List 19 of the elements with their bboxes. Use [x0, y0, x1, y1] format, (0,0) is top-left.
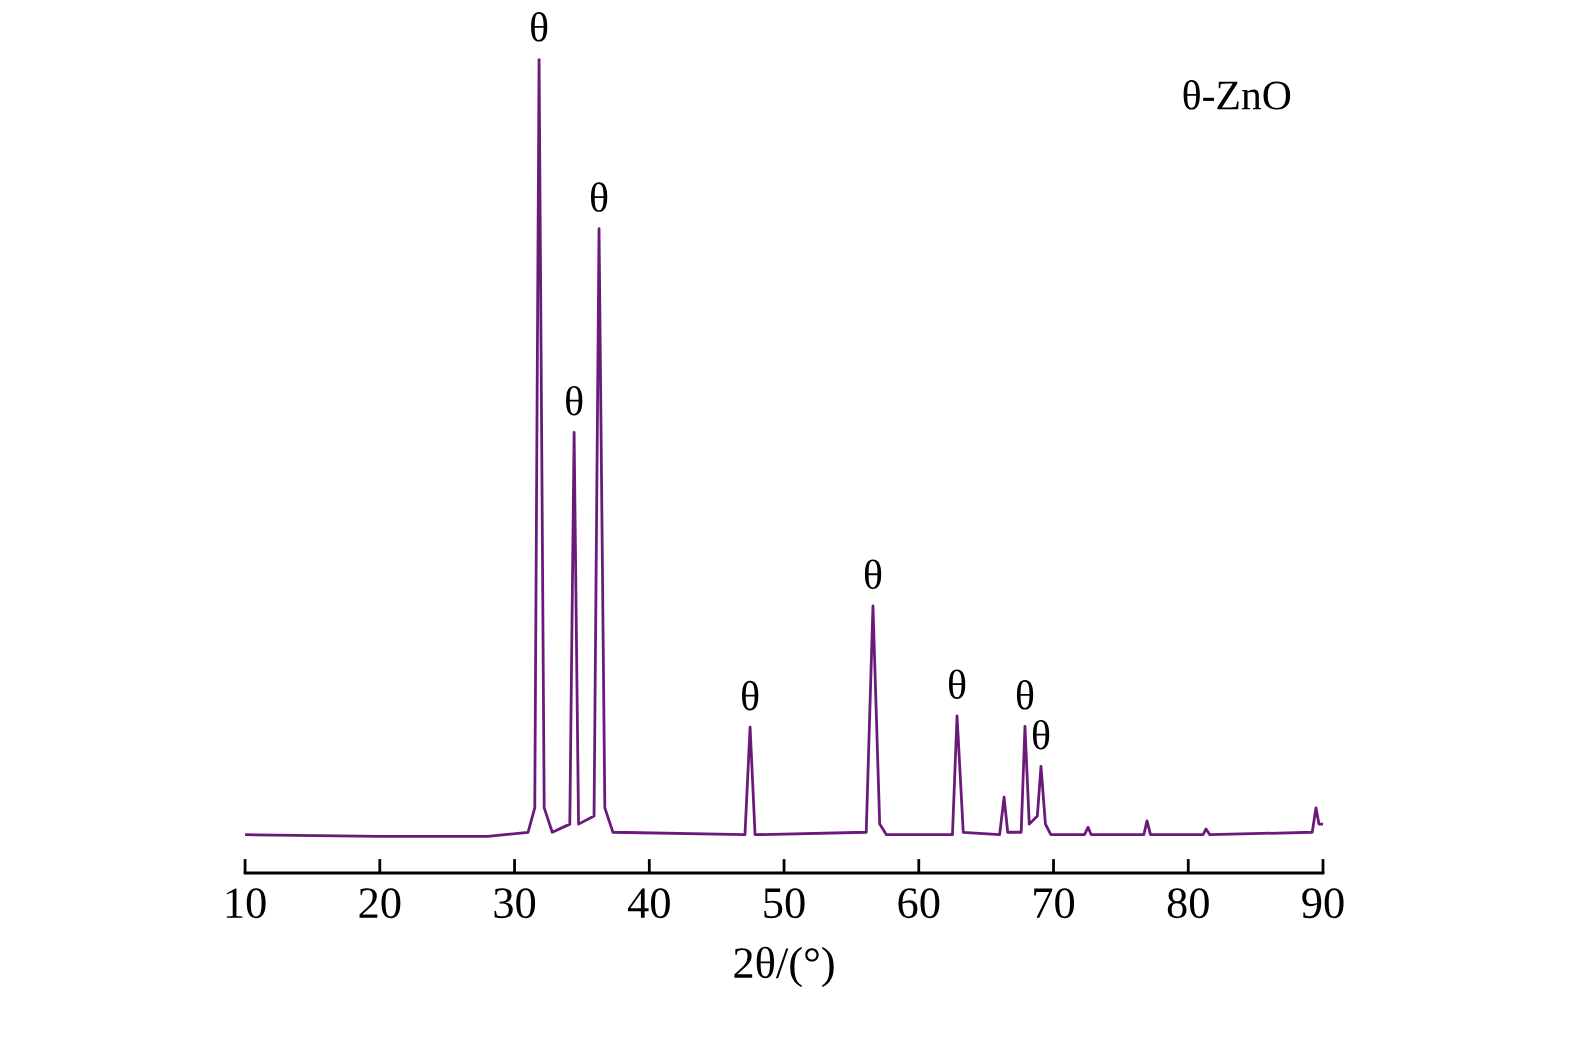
x-tick-label: 30 — [494, 888, 536, 919]
x-tick-label: 80 — [1167, 888, 1209, 919]
x-tick-label: 70 — [1034, 888, 1075, 919]
annotation: θ — [949, 669, 966, 699]
x-tick-label: 90 — [1302, 888, 1344, 919]
annotation: θ — [742, 680, 759, 711]
x-tick-label: 40 — [627, 888, 670, 919]
annotation: θ — [1016, 680, 1034, 710]
annotation: θ — [864, 559, 882, 590]
annotation: θ — [1032, 719, 1050, 750]
x-tick-label: 20 — [359, 888, 401, 919]
annotation: θ — [566, 385, 583, 416]
x-tick-label: 10 — [226, 888, 266, 919]
annotation: θ-ZnO — [1183, 80, 1291, 110]
x-axis-title: 2θ/(°) — [734, 946, 834, 988]
annotation: θ — [591, 182, 608, 212]
x-tick-label: 50 — [764, 888, 805, 919]
x-tick-label: 60 — [898, 888, 940, 919]
annotation: θ — [531, 12, 548, 42]
